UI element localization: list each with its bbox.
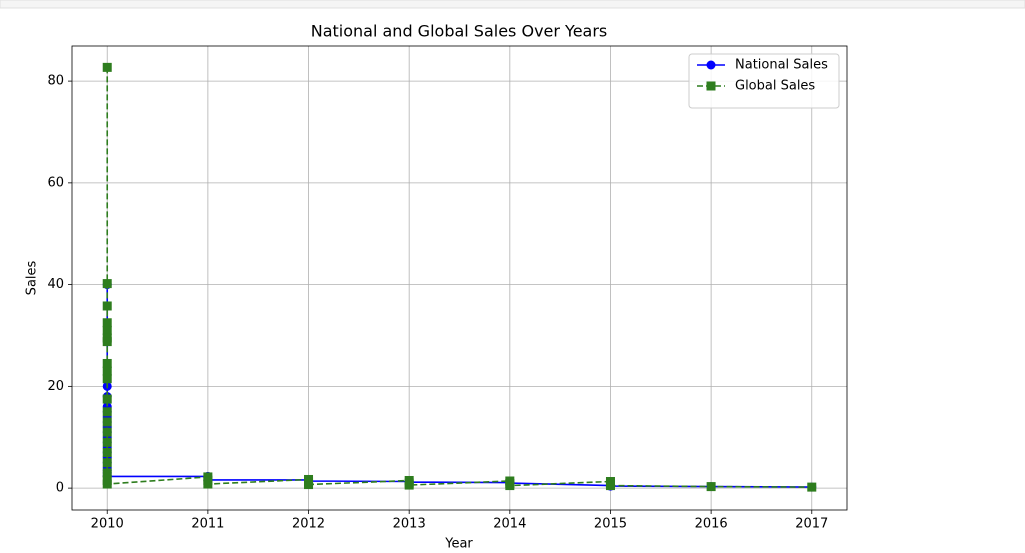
data-point bbox=[102, 407, 112, 417]
data-point bbox=[102, 318, 112, 328]
data-point bbox=[505, 481, 515, 491]
data-point bbox=[102, 468, 112, 478]
x-tick-label: 2016 bbox=[695, 517, 728, 532]
data-point bbox=[102, 479, 112, 489]
data-point bbox=[102, 448, 112, 458]
data-point bbox=[102, 437, 112, 447]
y-tick-label: 0 bbox=[56, 481, 64, 496]
data-point bbox=[102, 62, 112, 72]
data-point bbox=[102, 337, 112, 347]
x-tick-label: 2011 bbox=[191, 517, 224, 532]
legend-box bbox=[688, 53, 840, 109]
data-point bbox=[807, 482, 817, 492]
series-line bbox=[106, 284, 812, 488]
legend-marker bbox=[706, 81, 716, 91]
legend-label: Global Sales bbox=[735, 79, 815, 94]
data-point bbox=[102, 417, 112, 427]
y-tick-label: 20 bbox=[47, 379, 64, 394]
x-tick-label: 2010 bbox=[91, 517, 124, 532]
x-tick-label: 2014 bbox=[493, 517, 526, 532]
x-tick-label: 2017 bbox=[795, 517, 828, 532]
data-point bbox=[102, 458, 112, 468]
x-tick-label: 2013 bbox=[393, 517, 426, 532]
legend-marker bbox=[706, 60, 716, 70]
y-axis-label: Sales bbox=[25, 260, 40, 295]
data-point bbox=[203, 479, 213, 489]
data-point bbox=[605, 481, 615, 491]
data-point bbox=[102, 427, 112, 437]
x-tick-label: 2015 bbox=[594, 517, 627, 532]
data-point bbox=[304, 480, 314, 490]
data-point bbox=[102, 374, 112, 384]
data-point bbox=[404, 480, 414, 490]
notebook-cell bbox=[0, 0, 1025, 9]
data-point bbox=[102, 366, 112, 376]
data-point bbox=[102, 279, 112, 289]
data-point bbox=[102, 301, 112, 311]
data-point bbox=[102, 358, 112, 368]
series-line bbox=[106, 67, 812, 488]
legend-label: National Sales bbox=[735, 58, 828, 73]
y-tick-label: 80 bbox=[47, 74, 64, 89]
y-tick-label: 40 bbox=[47, 277, 64, 292]
x-tick-label: 2012 bbox=[292, 517, 325, 532]
data-point bbox=[102, 394, 112, 404]
x-axis-label: Year bbox=[444, 537, 473, 552]
data-point bbox=[102, 325, 112, 335]
y-tick-label: 60 bbox=[47, 175, 64, 190]
plot-frame bbox=[71, 45, 848, 511]
chart-title: National and Global Sales Over Years bbox=[311, 22, 608, 41]
data-point bbox=[706, 482, 716, 492]
